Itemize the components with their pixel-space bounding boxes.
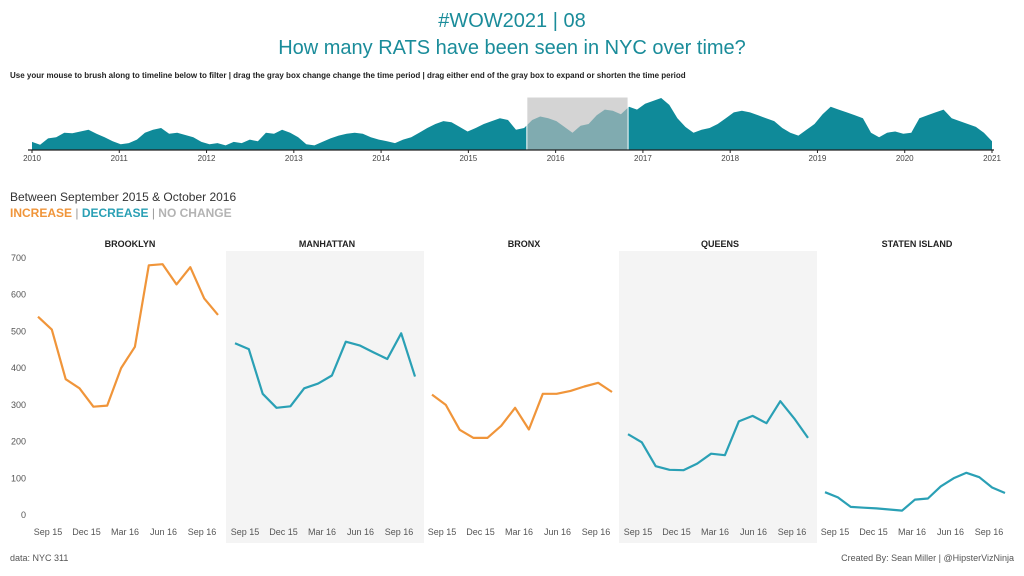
- x-tick-label: Jun 16: [150, 527, 177, 537]
- timeline-area: [32, 98, 992, 150]
- timeline-year-label: 2012: [198, 154, 216, 163]
- x-tick-label: Jun 16: [740, 527, 767, 537]
- data-source: data: NYC 311: [10, 553, 69, 563]
- timeline-area-chart[interactable]: 2010 2011 2012 2013 2014 2015 2016 2017 2018 2019…: [0, 0, 1024, 170]
- y-tick-label: 600: [11, 290, 26, 300]
- dashboard-subtitle: How many RATS have been seen in NYC over…: [278, 37, 746, 59]
- y-tick-label: 700: [11, 253, 26, 263]
- x-tick-label: Mar 16: [701, 527, 729, 537]
- timeline-year-label: 2021: [983, 154, 1001, 163]
- panel-title-manhattan: MANHATTAN: [299, 239, 355, 249]
- x-tick-label: Mar 16: [505, 527, 533, 537]
- author-credit: Created By: Sean Miller | @HipsterVizNin…: [841, 553, 1014, 563]
- brush-instructions: Use your mouse to brush along to timelin…: [10, 71, 686, 80]
- x-tick-label: Sep 16: [778, 527, 807, 537]
- timeline-brush[interactable]: [526, 96, 629, 151]
- x-tick-label: Dec 15: [72, 527, 101, 537]
- trend-legend: INCREASE | DECREASE | NO CHANGE: [10, 206, 232, 220]
- dashboard-title: #WOW2021 | 08: [438, 10, 586, 32]
- x-tick-label: Mar 16: [898, 527, 926, 537]
- panel-title-queens: QUEENS: [701, 239, 739, 249]
- x-tick-label: Sep 15: [231, 527, 260, 537]
- x-tick-label: Dec 15: [466, 527, 495, 537]
- x-tick-label: Jun 16: [347, 527, 374, 537]
- x-tick-label: Sep 15: [624, 527, 653, 537]
- x-tick-label: Dec 15: [269, 527, 298, 537]
- timeline-year-label: 2017: [634, 154, 652, 163]
- x-tick-label: Dec 15: [859, 527, 888, 537]
- timeline-year-label: 2013: [285, 154, 303, 163]
- x-tick-label: Jun 16: [544, 527, 571, 537]
- x-tick-label: Jun 16: [937, 527, 964, 537]
- timeline-year-label: 2011: [111, 154, 129, 163]
- series-line-brooklyn[interactable]: [37, 263, 219, 408]
- x-tick-label: Sep 15: [821, 527, 850, 537]
- timeline-year-label: 2014: [372, 154, 390, 163]
- x-tick-label: Sep 16: [188, 527, 217, 537]
- y-tick-label: 400: [11, 363, 26, 373]
- series-line-staten-island[interactable]: [824, 471, 1006, 512]
- legend-separator: |: [72, 206, 82, 220]
- timeline-year-label: 2019: [809, 154, 827, 163]
- x-tick-label: Sep 16: [975, 527, 1004, 537]
- timeline-year-label: 2020: [896, 154, 914, 163]
- y-tick-label: 0: [21, 510, 26, 520]
- panel-background: [619, 251, 817, 543]
- x-tick-label: Sep 16: [582, 527, 611, 537]
- x-tick-label: Mar 16: [111, 527, 139, 537]
- panel-title-bronx: BRONX: [508, 239, 541, 249]
- legend-decrease: DECREASE: [81, 206, 149, 220]
- series-line-queens[interactable]: [627, 400, 809, 472]
- timeline-year-label: 2010: [23, 154, 41, 163]
- x-tick-label: Sep 15: [428, 527, 457, 537]
- series-line-bronx[interactable]: [431, 381, 613, 439]
- timeline-year-label: 2018: [721, 154, 739, 163]
- x-tick-label: Sep 16: [385, 527, 414, 537]
- y-tick-label: 500: [11, 326, 26, 336]
- panel-title-brooklyn: BROOKLYN: [105, 239, 156, 249]
- x-tick-label: Sep 15: [34, 527, 63, 537]
- x-tick-label: Dec 15: [662, 527, 691, 537]
- timeline-year-label: 2016: [547, 154, 565, 163]
- legend-increase: INCREASE: [10, 206, 73, 220]
- x-tick-label: Mar 16: [308, 527, 336, 537]
- legend-separator: |: [148, 206, 159, 220]
- panel-background: [226, 251, 424, 543]
- panel-title-staten-island: STATEN ISLAND: [882, 239, 953, 249]
- selection-range-label: Between September 2015 & October 2016: [10, 190, 237, 204]
- legend-no-change: NO CHANGE: [158, 206, 232, 220]
- timeline-year-label: 2015: [459, 154, 477, 163]
- y-tick-label: 300: [11, 400, 26, 410]
- y-tick-label: 200: [11, 437, 26, 447]
- y-tick-label: 100: [11, 473, 26, 483]
- series-line-manhattan[interactable]: [234, 332, 417, 409]
